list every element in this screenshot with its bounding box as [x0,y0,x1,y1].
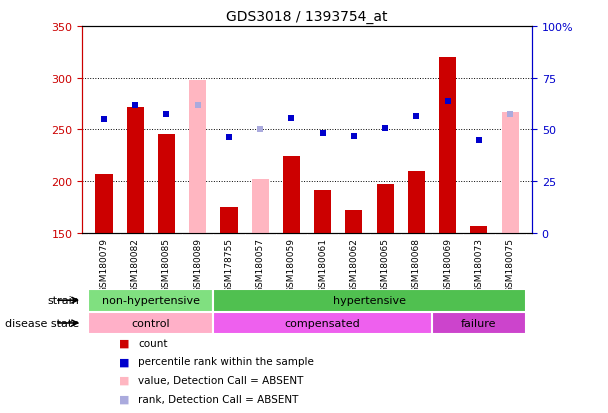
Bar [439,58,456,233]
Text: GSM180069: GSM180069 [443,238,452,293]
Text: GSM180085: GSM180085 [162,238,171,293]
Text: GSM180068: GSM180068 [412,238,421,293]
Text: GSM180057: GSM180057 [256,238,264,293]
Text: GSM180059: GSM180059 [287,238,296,293]
Title: GDS3018 / 1393754_at: GDS3018 / 1393754_at [226,10,388,24]
Bar [502,113,519,233]
Text: ■: ■ [119,338,129,348]
Text: ■: ■ [119,356,129,366]
Text: disease state: disease state [5,318,79,328]
Text: failure: failure [461,318,497,328]
Bar [345,211,362,233]
Bar [314,191,331,233]
Bar [376,185,394,233]
Text: count: count [138,338,168,348]
Bar [408,171,425,233]
Text: GSM180065: GSM180065 [381,238,390,293]
Bar [213,289,526,312]
Bar [126,107,143,233]
Bar [213,312,432,335]
Text: GSM180061: GSM180061 [318,238,327,293]
Text: GSM180075: GSM180075 [506,238,514,293]
Bar [95,174,112,233]
Text: control: control [131,318,170,328]
Bar [88,312,213,335]
Text: rank, Detection Call = ABSENT: rank, Detection Call = ABSENT [138,394,299,404]
Bar [88,289,213,312]
Text: ■: ■ [119,375,129,385]
Text: GSM180089: GSM180089 [193,238,202,293]
Text: percentile rank within the sample: percentile rank within the sample [138,356,314,366]
Bar [471,226,488,233]
Text: non-hypertensive: non-hypertensive [102,295,200,306]
Text: GSM180073: GSM180073 [474,238,483,293]
Text: GSM178755: GSM178755 [224,238,233,293]
Text: GSM180079: GSM180079 [100,238,108,293]
Text: compensated: compensated [285,318,361,328]
Text: strain: strain [47,295,79,306]
Bar [158,134,175,233]
Bar [220,207,238,233]
Text: GSM180062: GSM180062 [350,238,358,292]
Bar [283,157,300,233]
Text: ■: ■ [119,394,129,404]
Text: hypertensive: hypertensive [333,295,406,306]
Bar [189,81,206,233]
Bar [432,312,526,335]
Bar [252,180,269,233]
Text: GSM180082: GSM180082 [131,238,140,292]
Text: value, Detection Call = ABSENT: value, Detection Call = ABSENT [138,375,303,385]
